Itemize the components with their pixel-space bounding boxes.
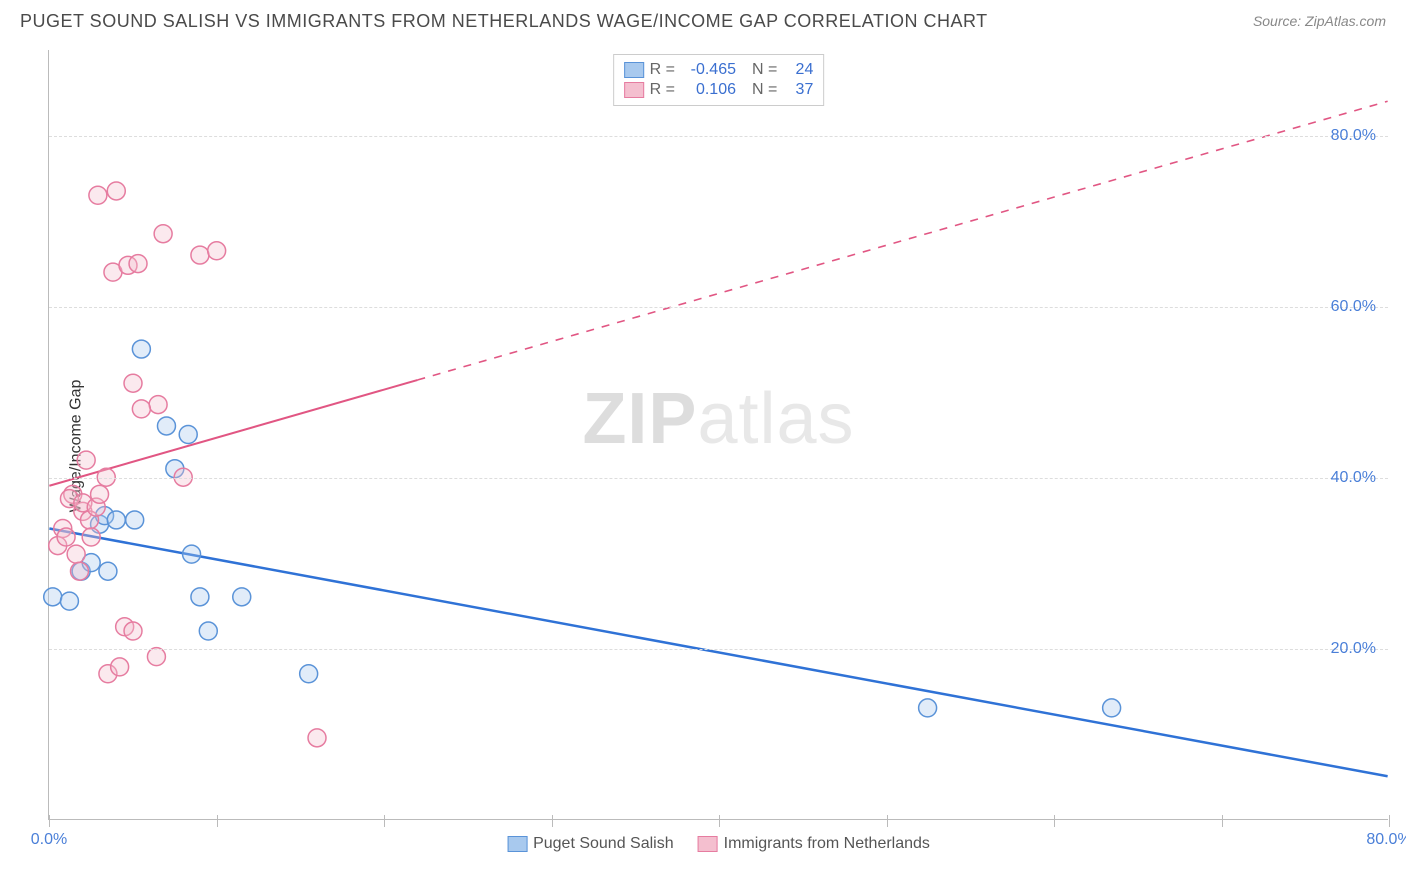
data-point [300,665,318,683]
data-point [191,246,209,264]
x-tick [552,815,553,827]
trend-line-extrapolated [417,101,1387,380]
data-point [60,592,78,610]
chart-title: PUGET SOUND SALISH VS IMMIGRANTS FROM NE… [20,11,988,32]
legend-row: R = 0.106 N = 37 [624,81,814,99]
trend-line [49,528,1387,776]
gridline [49,307,1388,308]
data-point [208,242,226,260]
legend-n-label: N = [752,81,777,99]
data-point [132,340,150,358]
data-point [70,562,88,580]
data-point [111,658,129,676]
y-tick-label: 40.0% [1331,469,1376,487]
data-point [107,511,125,529]
x-tick [384,815,385,827]
data-point [67,545,85,563]
legend-n-value: 37 [783,81,813,99]
x-tick [217,815,218,827]
legend-swatch [624,62,644,78]
chart-header: PUGET SOUND SALISH VS IMMIGRANTS FROM NE… [0,0,1406,42]
y-tick-label: 60.0% [1331,298,1376,316]
data-point [308,729,326,747]
legend-n-value: 24 [783,61,813,79]
data-point [183,545,201,563]
scatter-plot-svg [49,50,1388,819]
data-point [147,648,165,666]
data-point [132,400,150,418]
data-point [179,426,197,444]
data-point [1103,699,1121,717]
data-point [57,528,75,546]
legend-swatch [507,836,527,852]
x-tick [1222,815,1223,827]
legend-r-value: -0.465 [681,61,736,79]
legend-item: Immigrants from Netherlands [698,835,930,853]
gridline [49,478,1388,479]
data-point [199,622,217,640]
data-point [154,225,172,243]
legend-swatch [624,82,644,98]
correlation-legend: R = -0.465 N = 24 R = 0.106 N = 37 [613,54,825,106]
legend-r-value: 0.106 [681,81,736,99]
series-legend: Puget Sound Salish Immigrants from Nether… [507,835,930,853]
data-point [107,182,125,200]
x-tick-label: 0.0% [31,831,67,849]
x-tick [1054,815,1055,827]
data-point [191,588,209,606]
x-tick-label: 80.0% [1366,831,1406,849]
legend-series-label: Puget Sound Salish [533,835,674,852]
chart-source: Source: ZipAtlas.com [1253,13,1386,29]
legend-swatch [698,836,718,852]
legend-n-label: N = [752,61,777,79]
data-point [157,417,175,435]
data-point [126,511,144,529]
data-point [99,562,117,580]
data-point [124,622,142,640]
data-point [44,588,62,606]
legend-r-label: R = [650,81,675,99]
legend-r-label: R = [650,61,675,79]
legend-row: R = -0.465 N = 24 [624,61,814,79]
data-point [919,699,937,717]
data-point [124,374,142,392]
legend-item: Puget Sound Salish [507,835,674,853]
x-tick [1389,815,1390,827]
x-tick [719,815,720,827]
data-point [233,588,251,606]
y-tick-label: 80.0% [1331,127,1376,145]
chart-plot-area: ZIPatlas R =-0.465N =24R =0.106N =37 Pug… [48,50,1388,820]
data-point [82,528,100,546]
data-point [89,186,107,204]
legend-series-label: Immigrants from Netherlands [724,835,930,852]
data-point [77,451,95,469]
x-tick [887,815,888,827]
x-tick [49,815,50,827]
y-tick-label: 20.0% [1331,640,1376,658]
data-point [149,396,167,414]
data-point [91,485,109,503]
data-point [129,255,147,273]
gridline [49,136,1388,137]
gridline [49,649,1388,650]
